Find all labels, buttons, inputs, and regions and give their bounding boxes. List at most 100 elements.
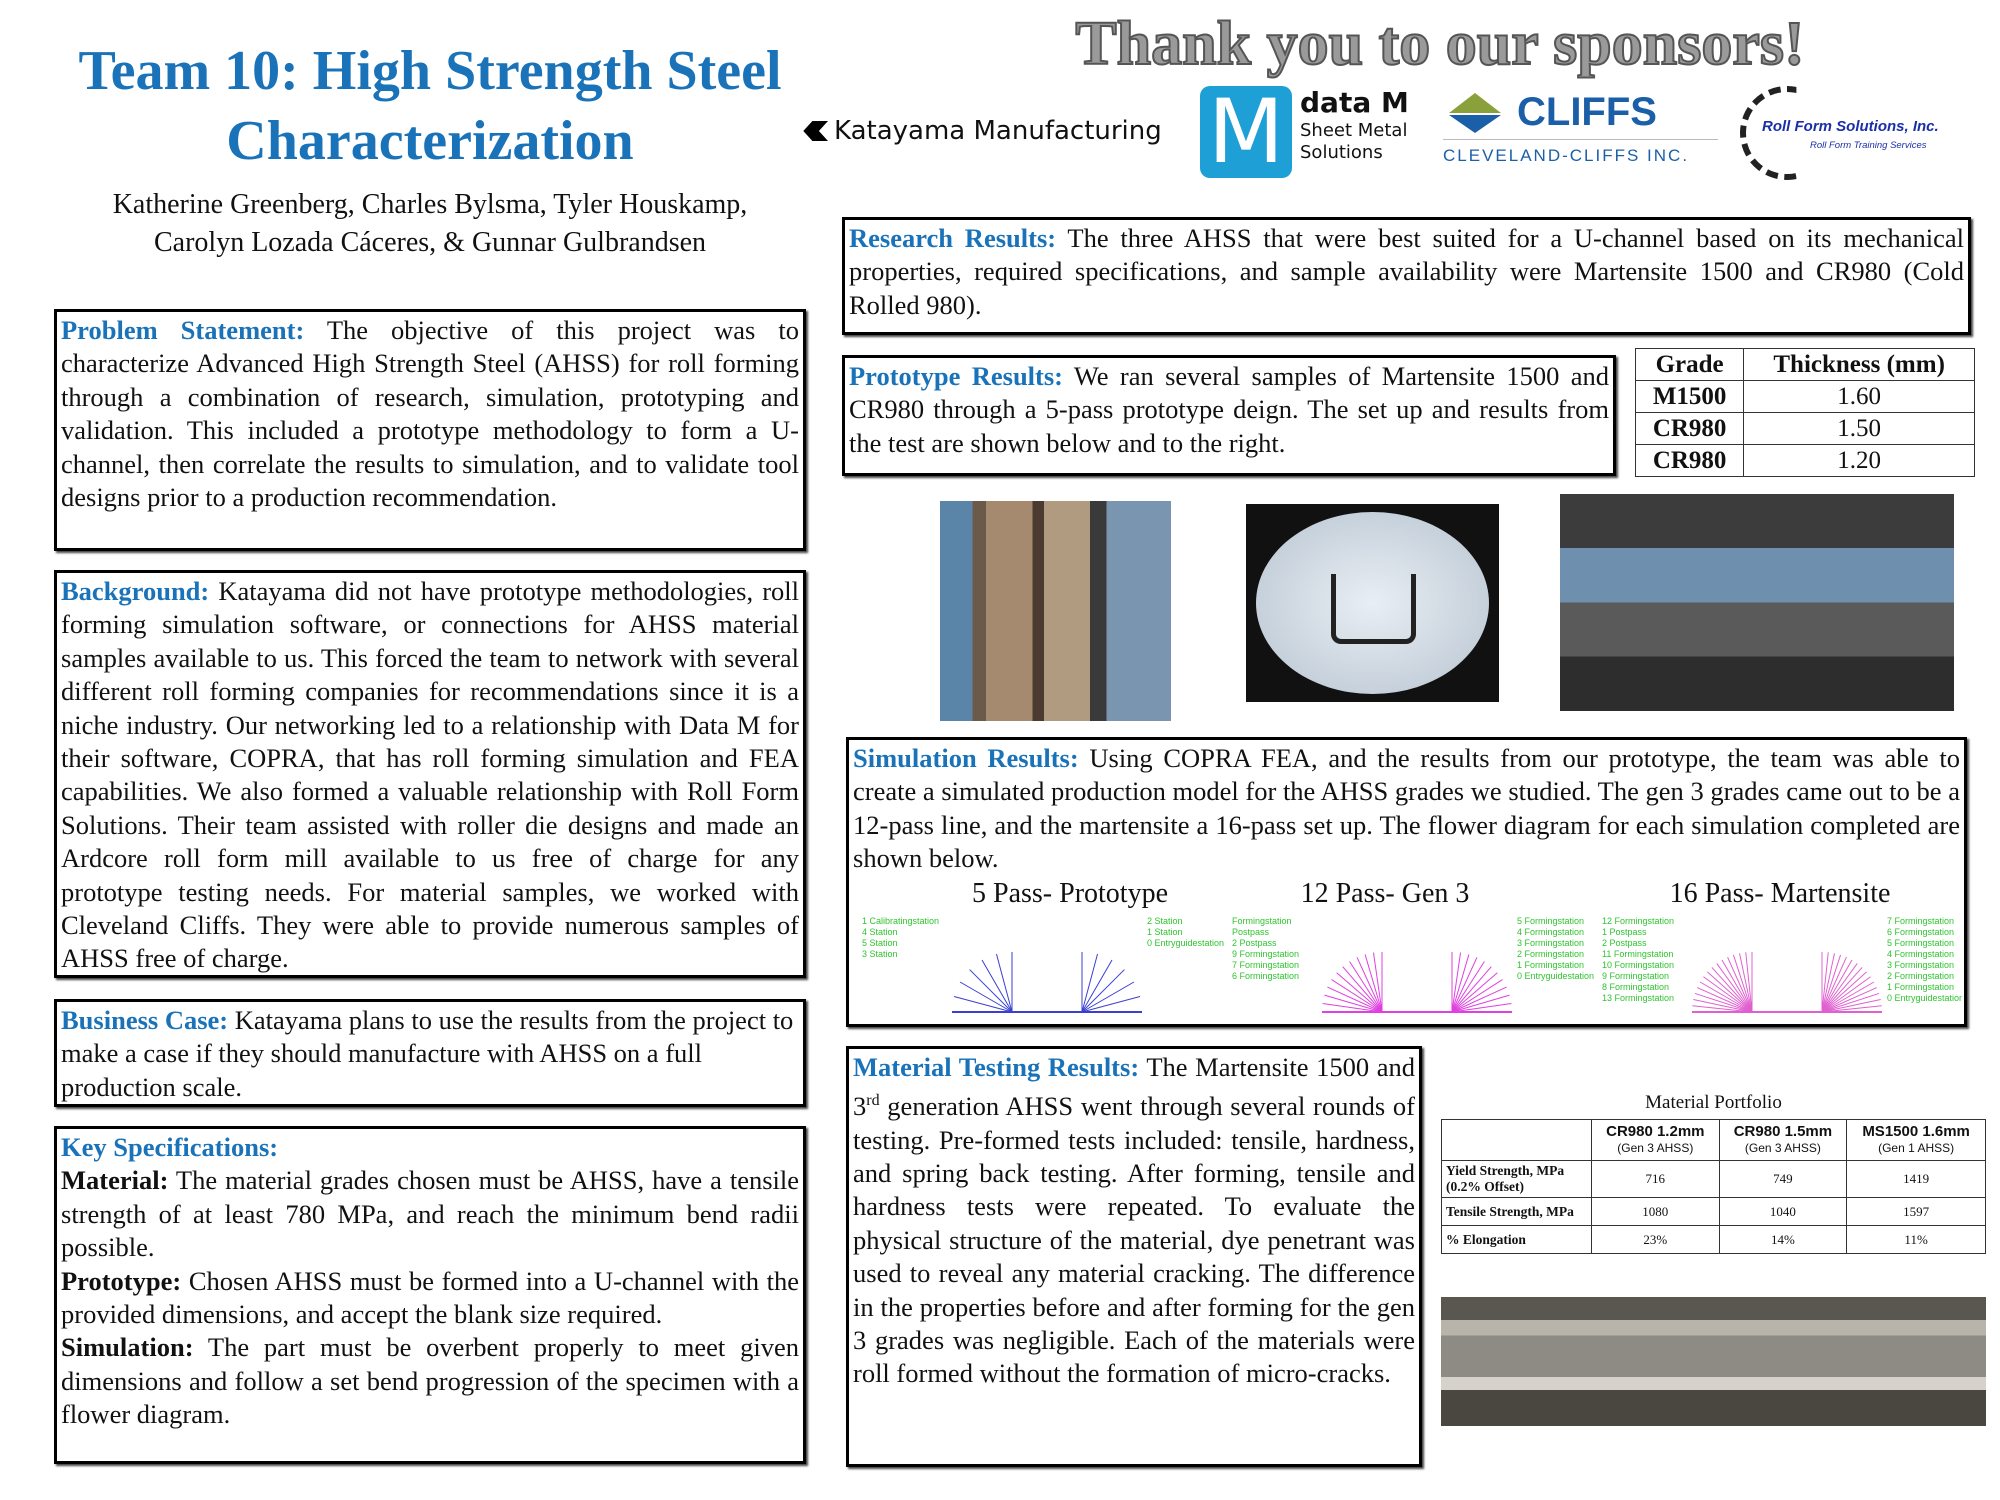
flower-pass-line: [1081, 969, 1125, 1013]
flower-pass-line: [1821, 967, 1863, 1013]
flower-pass-line: [1821, 976, 1871, 1013]
cliffs-logo: CLIFFS CLEVELAND-CLIFFS INC.: [1443, 90, 1718, 166]
testing-heading: Material Testing Results:: [853, 1052, 1140, 1082]
spec-material: Material: The material grades chosen mus…: [61, 1165, 799, 1263]
rollform-sub: Roll Form Training Services: [1810, 140, 1927, 151]
flower-pass-line: [1821, 959, 1853, 1013]
table-row: Yield Strength, MPa (0.2% Offset) 716 749 1…: [1441, 1160, 1986, 1198]
background-body: Katayama did not have prototype methodol…: [61, 576, 799, 974]
flower-pass-line: [1711, 967, 1753, 1013]
material-portfolio-table: CR980 1.2mm (Gen 3 AHSS) CR980 1.5mm (Gen …: [1441, 1119, 1986, 1254]
diagram-title-5-pass: 5 Pass- Prototype: [972, 878, 1168, 909]
flower-pass-line: [1821, 954, 1842, 1013]
flower-station-label: 9 Formingstation: [1602, 971, 1669, 981]
cliffs-mountain-icon: [1449, 92, 1501, 133]
flower-pass-line: [1451, 979, 1503, 1013]
flower-pass-line: [1331, 979, 1383, 1013]
flower-station-label: 1 Formingstation: [1517, 960, 1584, 970]
portfolio-title: Material Portfolio: [1645, 1092, 1782, 1113]
flower-pass-line: [1692, 1005, 1753, 1013]
flower-station-label: Formingstation: [1232, 916, 1292, 926]
testing-body-pre: The Martensite 1500 and 3: [853, 1052, 1416, 1122]
flower-pass-line: [1716, 963, 1753, 1013]
flower-pass-line: [1821, 971, 1867, 1013]
poster-title: Team 10: High Strength Steel Characteriz…: [78, 40, 782, 172]
prototype-body: We ran several samples of Martensite 150…: [849, 361, 1609, 458]
flower-pass-line: [1693, 999, 1753, 1013]
flower-pass-line: [1821, 956, 1847, 1013]
rollform-logo: Roll Form Solutions, Inc. Roll Form Trai…: [1740, 86, 1990, 184]
diagram-title-12-pass: 12 Pass- Gen 3: [1300, 878, 1470, 909]
flower-pass-line: [969, 969, 1013, 1013]
prototype-heading: Prototype Results:: [849, 361, 1064, 391]
flower-station-label: 3 Formingstation: [1887, 960, 1954, 970]
flower-station-label: 4 Station: [862, 927, 898, 937]
flower-pass-line: [1696, 987, 1753, 1013]
table-row: M1500 1.60: [1634, 380, 1975, 413]
formed-u-channel-photo: [1441, 1297, 1986, 1426]
flower-pass-line: [1324, 994, 1383, 1013]
flower-pass-line: [1821, 953, 1835, 1013]
rollform-name: Roll Form Solutions, Inc.: [1762, 118, 1939, 135]
roller-dies-photo: [940, 501, 1171, 721]
flower-pass-line: [1081, 995, 1141, 1013]
testing-body: generation AHSS went through several rou…: [853, 1091, 1415, 1389]
flower-pass-line: [1707, 971, 1753, 1013]
flower-station-label: 2 Postpass: [1602, 938, 1647, 948]
flower-pass-line: [1451, 972, 1498, 1013]
problem-body: The objective of this project was to cha…: [61, 315, 799, 513]
problem-statement-box: Problem Statement: The objective of this…: [54, 309, 806, 551]
table-row: CR980 1.20: [1634, 444, 1975, 477]
business-heading: Business Case:: [61, 1005, 229, 1035]
datam-name: data M: [1300, 86, 1409, 119]
portfolio-col: MS1500 1.6mm (Gen 1 AHSS): [1846, 1119, 1986, 1161]
flower-pass-line: [981, 959, 1013, 1013]
research-body: The three AHSS that were best suited for…: [849, 223, 1964, 320]
flower-pass-line: [1821, 992, 1880, 1013]
flower-pass-line: [1349, 961, 1383, 1013]
prototype-results-box: Prototype Results: We ran several sample…: [842, 355, 1616, 476]
flower-pass-line: [1732, 954, 1753, 1013]
specs-heading: Key Specifications:: [61, 1132, 279, 1162]
flower-station-label: 6 Formingstation: [1887, 927, 1954, 937]
business-case-box: Business Case: Katayama plans to use the…: [54, 999, 806, 1107]
background-heading: Background:: [61, 576, 210, 606]
background-box: Background: Katayama did not have protot…: [54, 570, 806, 978]
simulation-heading: Simulation Results:: [853, 743, 1079, 773]
flower-pass-line: [1739, 953, 1753, 1013]
flower-pass-line: [1721, 959, 1753, 1013]
katayama-logo: Katayama Manufacturing: [802, 116, 1162, 146]
flower-pass-line: [1727, 956, 1753, 1013]
simulation-results-box: Simulation Results: Using COPRA FEA, and…: [846, 737, 1967, 1027]
flower-pass-line: [1451, 1002, 1512, 1013]
sponsors-heading: Thank you to our sponsors!: [1074, 9, 1805, 79]
katayama-name: Katayama Manufacturing: [834, 116, 1162, 146]
flower-pass-line: [1703, 976, 1753, 1013]
spec-simulation: Simulation: The part must be overbent pr…: [61, 1332, 799, 1430]
flower-station-label: 6 Formingstation: [1232, 971, 1299, 981]
spec-prototype: Prototype: Chosen AHSS must be formed in…: [61, 1265, 799, 1330]
grade-thickness-table: Grade Thickness (mm) M1500 1.60 CR980 1.50 …: [1634, 348, 1975, 477]
flower-pass-line: [995, 953, 1013, 1013]
problem-heading: Problem Statement:: [61, 315, 305, 345]
flower-station-label: 4 Formingstation: [1887, 949, 1954, 959]
flower-station-label: 0 Entryguidestation: [1147, 938, 1224, 948]
flower-pass-line: [1327, 986, 1383, 1013]
flower-pass-line: [1451, 954, 1470, 1013]
authors: Katherine Greenberg, Charles Bylsma, Tyl…: [112, 189, 748, 258]
flower-pass-line: [1694, 992, 1753, 1013]
datam-m-icon: M: [1200, 86, 1292, 178]
flower-pass-line: [1821, 952, 1829, 1013]
flower-pass-line: [1699, 981, 1753, 1013]
flower-station-label: 2 Formingstation: [1517, 949, 1584, 959]
simulation-body: Using COPRA FEA, and the results from ou…: [853, 743, 1960, 874]
flower-pass-line: [1821, 1005, 1882, 1013]
flower-station-label: 1 Calibratingstation: [862, 916, 939, 926]
katayama-chevron-icon: [803, 121, 828, 141]
flower-pass-line: [1821, 981, 1875, 1013]
flower-pass-line: [1451, 961, 1485, 1013]
u-channel-profile-photo: [1246, 504, 1499, 702]
flower-pass-line: [1451, 966, 1492, 1013]
flower-pass-line: [1821, 999, 1881, 1013]
